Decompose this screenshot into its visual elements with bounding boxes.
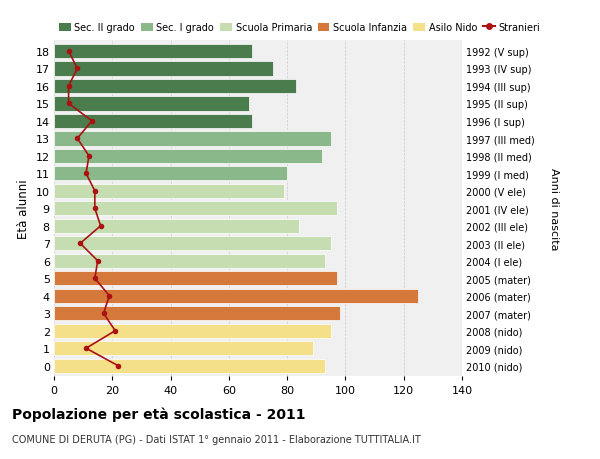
Bar xyxy=(54,149,322,164)
Bar xyxy=(54,167,287,181)
Bar xyxy=(54,359,325,373)
Y-axis label: Età alunni: Età alunni xyxy=(17,179,30,239)
Bar xyxy=(54,307,340,321)
Bar xyxy=(54,132,331,146)
Bar xyxy=(54,184,284,199)
Legend: Sec. II grado, Sec. I grado, Scuola Primaria, Scuola Infanzia, Asilo Nido, Stran: Sec. II grado, Sec. I grado, Scuola Prim… xyxy=(59,23,540,33)
Bar xyxy=(54,219,299,234)
Bar xyxy=(54,254,325,269)
Bar xyxy=(54,62,272,76)
Bar xyxy=(54,324,331,338)
Bar xyxy=(54,45,252,59)
Bar xyxy=(54,79,296,94)
Text: Popolazione per età scolastica - 2011: Popolazione per età scolastica - 2011 xyxy=(12,406,305,421)
Bar xyxy=(54,271,337,286)
Bar xyxy=(54,341,313,356)
Bar xyxy=(54,289,418,303)
Y-axis label: Anni di nascita: Anni di nascita xyxy=(549,168,559,250)
Bar xyxy=(54,97,249,111)
Bar xyxy=(54,114,252,129)
Text: COMUNE DI DERUTA (PG) - Dati ISTAT 1° gennaio 2011 - Elaborazione TUTTITALIA.IT: COMUNE DI DERUTA (PG) - Dati ISTAT 1° ge… xyxy=(12,434,421,444)
Bar xyxy=(54,236,331,251)
Bar xyxy=(54,202,337,216)
